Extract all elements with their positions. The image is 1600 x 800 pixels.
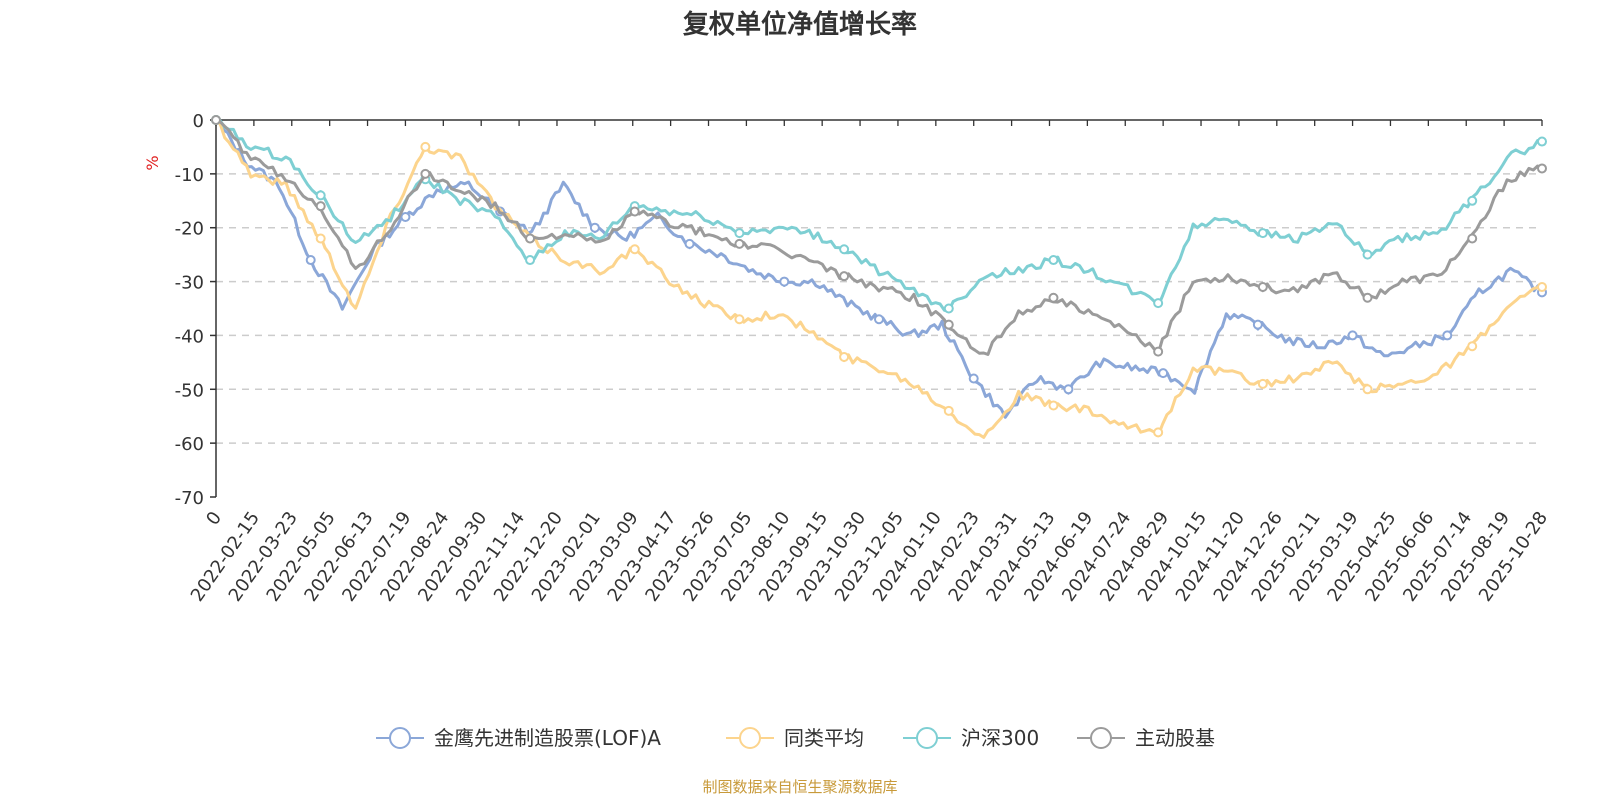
data-point — [968, 373, 979, 384]
data-point — [1257, 228, 1268, 239]
legend-label: 同类平均 — [784, 726, 864, 750]
data-point — [943, 319, 954, 330]
data-point — [943, 405, 954, 416]
data-point — [400, 211, 411, 222]
legend-swatch-marker — [389, 727, 411, 749]
data-point — [839, 271, 850, 282]
data-point — [305, 255, 316, 266]
data-point — [1158, 368, 1169, 379]
grid-lines — [216, 173, 1542, 444]
data-point — [420, 168, 431, 179]
data-point — [1537, 281, 1547, 292]
y-tick-label: -10 — [175, 165, 204, 186]
data-point — [211, 115, 221, 125]
data-point — [684, 238, 695, 249]
data-source-note: 制图数据来自恒生聚源数据库 — [702, 778, 897, 796]
data-point — [1362, 292, 1373, 303]
legend-item[interactable]: 主动股基 — [1077, 726, 1215, 750]
legend-label: 沪深300 — [961, 726, 1039, 750]
data-point — [1442, 330, 1453, 341]
data-point — [1362, 249, 1373, 260]
data-point — [1347, 330, 1358, 341]
data-point — [839, 351, 850, 362]
data-point — [315, 201, 326, 212]
data-point — [315, 190, 326, 201]
data-point — [1153, 298, 1164, 309]
y-tick-label: -30 — [175, 273, 204, 294]
data-point — [1063, 384, 1074, 395]
series-line — [214, 118, 1543, 439]
data-point — [315, 233, 326, 244]
data-point — [589, 222, 600, 233]
data-point — [1252, 319, 1263, 330]
y-tick-label: -20 — [175, 219, 204, 240]
data-point — [1362, 384, 1373, 395]
data-point — [779, 276, 790, 287]
data-point — [420, 141, 431, 152]
data-point — [629, 206, 640, 217]
series-lines — [211, 115, 1547, 439]
data-point — [1537, 163, 1547, 174]
data-point — [734, 228, 745, 239]
legend[interactable]: 金鹰先进制造股票(LOF)A 同类平均 沪深300 主动股基 — [376, 726, 1215, 750]
data-point — [1257, 378, 1268, 389]
data-point — [874, 314, 884, 325]
y-tick-label: 0 — [193, 111, 204, 132]
series-line — [215, 118, 1543, 313]
data-point — [1257, 281, 1268, 292]
y-tick-label: -60 — [175, 434, 204, 455]
y-tick-label: -50 — [175, 380, 204, 401]
legend-label: 主动股基 — [1135, 726, 1215, 750]
data-point — [1537, 136, 1547, 147]
data-point — [1048, 292, 1059, 303]
chart-title: 复权单位净值增长率 — [683, 9, 917, 40]
y-axis-unit: % — [143, 155, 162, 170]
data-point — [1048, 255, 1059, 266]
data-point — [1153, 427, 1164, 438]
data-point — [525, 233, 536, 244]
legend-item[interactable]: 沪深300 — [903, 726, 1039, 750]
data-point — [734, 314, 745, 325]
data-point — [1467, 341, 1478, 352]
data-point — [839, 244, 850, 255]
legend-swatch-marker — [1090, 727, 1112, 749]
data-point — [1467, 195, 1478, 206]
y-tick-label: -70 — [175, 488, 204, 509]
legend-item[interactable]: 同类平均 — [726, 726, 864, 750]
data-point — [629, 244, 640, 255]
legend-swatch-marker — [739, 727, 761, 749]
data-point — [734, 238, 745, 249]
x-tick-label: 0 — [202, 508, 226, 529]
legend-label: 金鹰先进制造股票(LOF)A — [434, 726, 661, 750]
series-line — [215, 118, 1543, 356]
data-point — [1153, 346, 1164, 357]
legend-swatch-marker — [916, 727, 938, 749]
axes: 0-10-20-30-40-50-60-7002022-02-152022-03… — [175, 111, 1553, 606]
data-point — [1048, 400, 1059, 411]
legend-item[interactable]: 金鹰先进制造股票(LOF)A — [376, 726, 661, 750]
data-point — [943, 303, 954, 314]
y-tick-label: -40 — [175, 326, 204, 347]
data-point — [525, 255, 536, 266]
data-point — [1467, 233, 1478, 244]
